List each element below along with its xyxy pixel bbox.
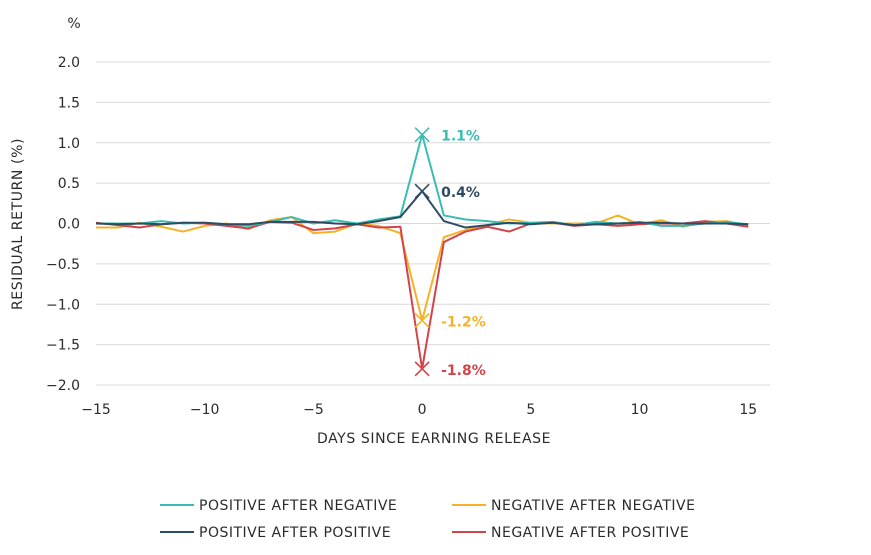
- y-tick-label: 0.0: [58, 217, 80, 233]
- y-tick-label: 1.0: [58, 136, 80, 152]
- x-tick-label: −10: [190, 402, 220, 418]
- peak-label: 1.1%: [441, 129, 480, 145]
- y-tick-label: −0.5: [46, 257, 80, 273]
- series-line: [95, 190, 749, 229]
- series-line: [96, 133, 749, 227]
- y-tick-label: −1.0: [46, 297, 80, 313]
- x-tick-label: −15: [81, 402, 111, 418]
- x-tick-label: 0: [418, 402, 427, 418]
- peak-label: 0.4%: [441, 185, 480, 201]
- x-axis-ticks: −15 −10 −5 0 5 10 15: [81, 402, 757, 418]
- series-line: [95, 220, 749, 370]
- legend-label: NEGATIVE AFTER NEGATIVE: [491, 498, 695, 514]
- peak-marker: [414, 361, 430, 377]
- y-tick-label: 2.0: [58, 55, 80, 71]
- y-unit-label: %: [67, 16, 80, 32]
- y-tick-label: −2.0: [46, 378, 80, 394]
- legend-label: POSITIVE AFTER NEGATIVE: [199, 498, 397, 514]
- x-tick-label: 10: [631, 402, 649, 418]
- peak-marker: [414, 312, 430, 328]
- legend: POSITIVE AFTER NEGATIVE NEGATIVE AFTER NE…: [160, 498, 695, 541]
- y-tick-label: 1.5: [58, 95, 80, 111]
- x-tick-label: 5: [526, 402, 535, 418]
- peak-label: -1.2%: [441, 314, 486, 330]
- x-tick-label: 15: [739, 402, 757, 418]
- y-axis-title: RESIDUAL RETURN (%): [10, 138, 26, 310]
- peak-marker: [414, 127, 430, 143]
- peak-marker: [414, 183, 430, 199]
- peak-label: -1.8%: [441, 363, 486, 379]
- y-tick-label: 0.5: [58, 176, 80, 192]
- legend-label: POSITIVE AFTER POSITIVE: [199, 525, 391, 541]
- x-axis-title: DAYS SINCE EARNING RELEASE: [317, 431, 551, 447]
- peak-annotations: -1.2% -1.8% 1.1% 0.4%: [414, 127, 486, 379]
- y-axis-ticks: 2.0 1.5 1.0 0.5 0.0 −0.5 −1.0 −1.5 −2.0: [46, 55, 80, 394]
- series-lines: [95, 133, 749, 370]
- x-tick-label: −5: [303, 402, 324, 418]
- y-tick-label: −1.5: [46, 338, 80, 354]
- legend-label: NEGATIVE AFTER POSITIVE: [491, 525, 689, 541]
